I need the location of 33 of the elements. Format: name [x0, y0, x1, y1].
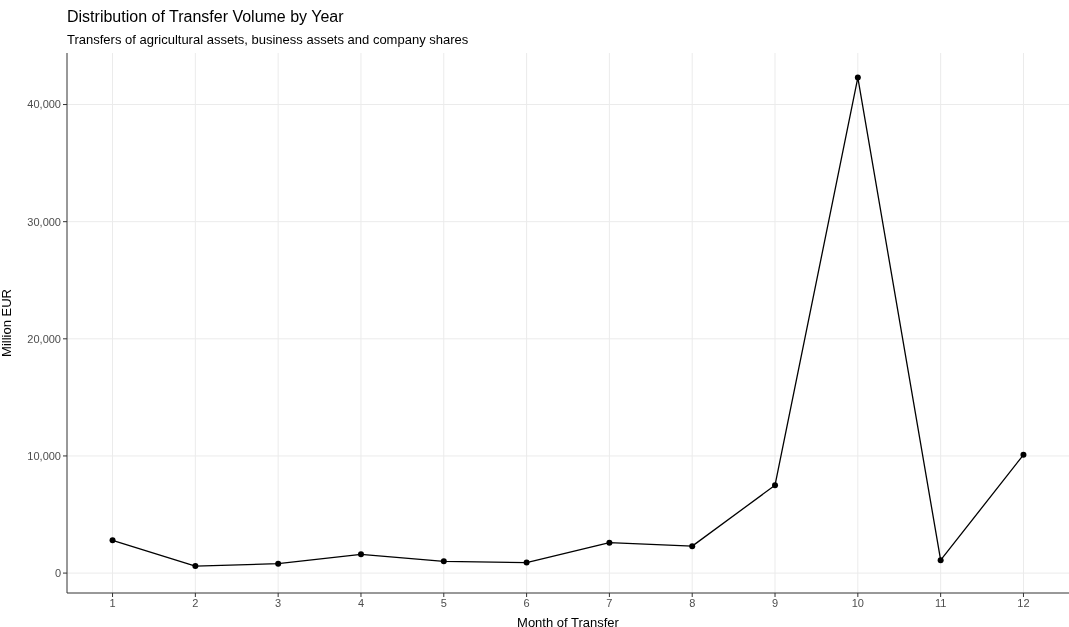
point [772, 482, 779, 489]
y-axis-title: Million EUR [0, 289, 14, 357]
point [854, 74, 861, 81]
x-tick-label: 8 [689, 596, 696, 609]
y-tick-label: 10,000 [27, 449, 61, 462]
y-tick-label: 0 [54, 566, 61, 579]
y-tick-label: 20,000 [27, 332, 61, 345]
point [523, 559, 530, 566]
x-tick-label: 1 [109, 596, 116, 609]
x-tick-label: 12 [1017, 596, 1030, 609]
x-tick-label: 4 [357, 596, 365, 609]
x-tick-label: 2 [192, 596, 199, 609]
x-tick-label: 7 [606, 596, 613, 609]
y-tick-label: 30,000 [27, 215, 61, 228]
y-tick-label: 40,000 [27, 98, 61, 111]
x-tick-label: 9 [771, 596, 779, 609]
point [440, 558, 447, 565]
x-axis-title: Month of Transfer [517, 615, 620, 627]
point [109, 537, 116, 544]
x-tick-label: 10 [851, 596, 864, 609]
point [937, 557, 944, 564]
chart-subtitle: Transfers of agricultural assets, business assets and company shares [67, 32, 469, 47]
x-tick-label: 6 [523, 596, 530, 609]
x-tick-label: 11 [934, 596, 947, 609]
x-tick-label: 5 [440, 596, 447, 609]
x-tick-label: 3 [275, 596, 282, 609]
point [689, 543, 696, 550]
point [275, 560, 282, 567]
chart-title: Distribution of Transfer Volume by Year [67, 8, 344, 26]
point [357, 551, 364, 558]
point [606, 539, 613, 546]
point [192, 563, 199, 570]
point [1020, 451, 1027, 458]
